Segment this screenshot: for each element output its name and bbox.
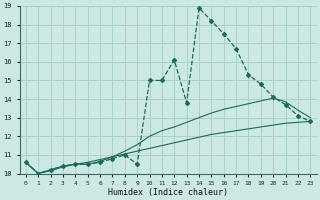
X-axis label: Humidex (Indice chaleur): Humidex (Indice chaleur)	[108, 188, 228, 197]
